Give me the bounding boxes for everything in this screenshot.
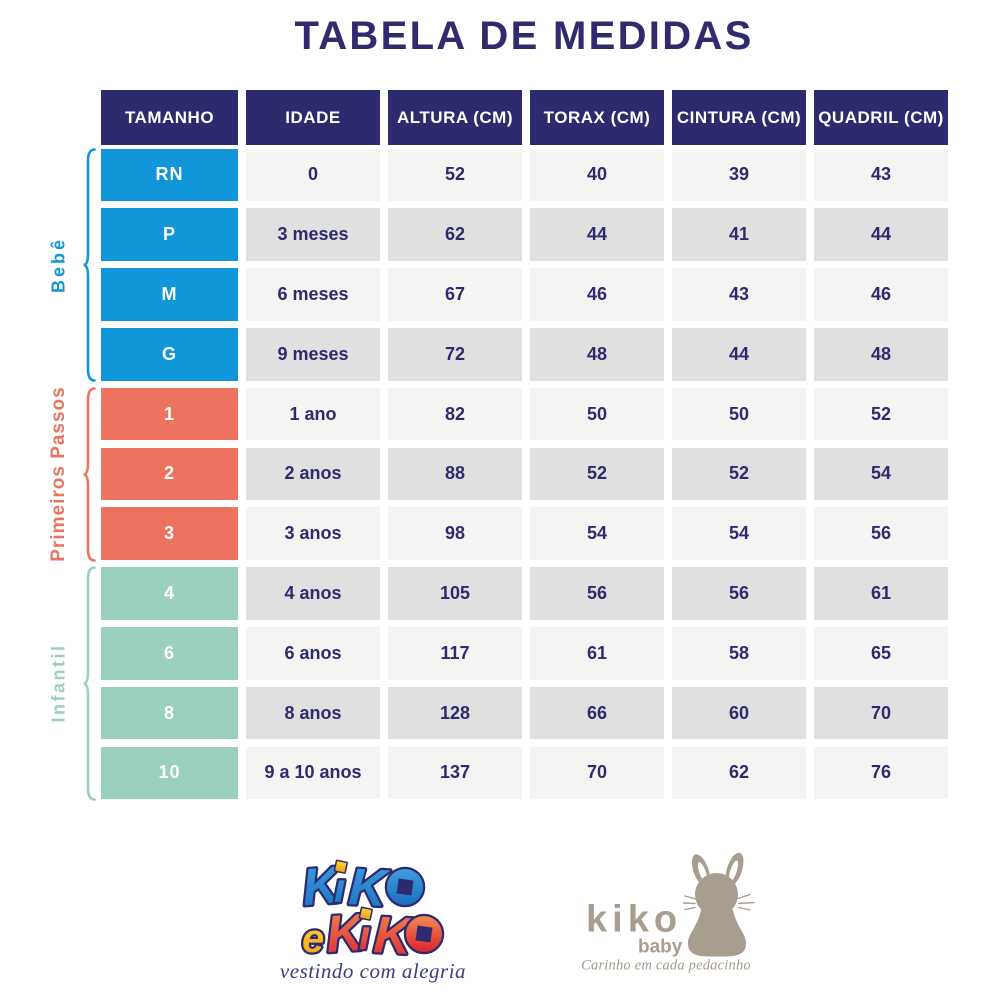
svg-text:K: K [324, 903, 369, 964]
svg-text:baby: baby [638, 937, 683, 958]
svg-text:ı: ı [359, 912, 370, 958]
svg-text:kiko: kiko [586, 899, 682, 941]
svg-text:ı: ı [334, 865, 345, 911]
svg-text:e: e [302, 917, 324, 961]
svg-text:vestindo com alegria: vestindo com alegria [280, 959, 466, 983]
svg-text:Carinho em cada pedacinho: Carinho em cada pedacinho [581, 958, 751, 974]
